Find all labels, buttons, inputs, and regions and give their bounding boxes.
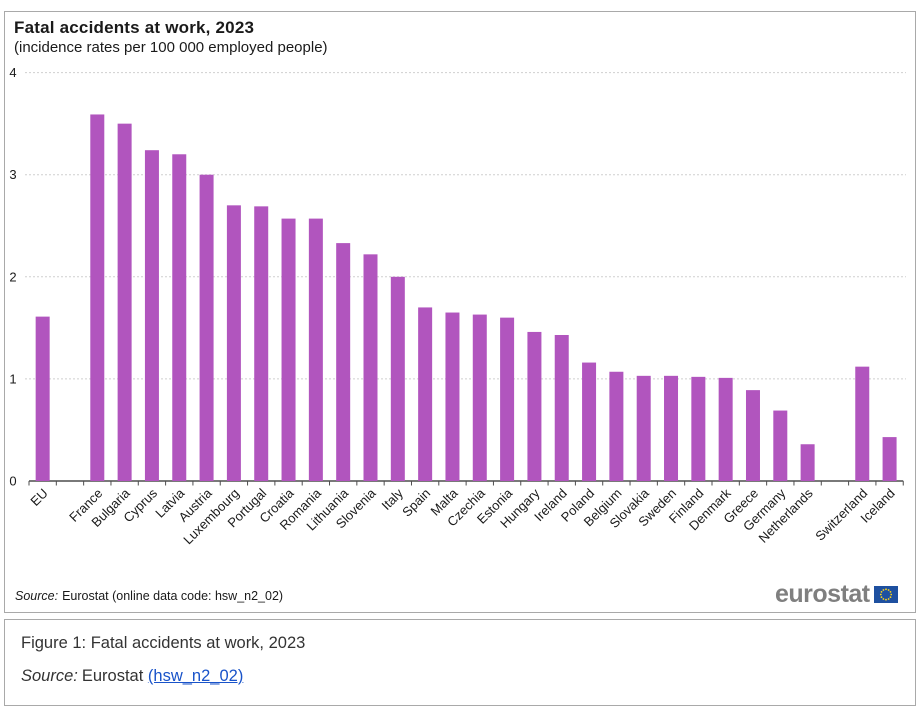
bar-Belgium: [609, 371, 624, 481]
y-axis-tick-label-1: 1: [9, 371, 16, 386]
chart-title: Fatal accidents at work, 2023: [14, 18, 255, 37]
bar-Portugal: [254, 206, 269, 481]
x-axis-label-Spain: Spain: [399, 486, 433, 520]
figure-caption: Figure 1: Fatal accidents at work, 2023: [21, 634, 306, 652]
x-axis-label-EU: EU: [27, 486, 50, 509]
bar-Luxembourg: [226, 205, 241, 481]
bar-Slovakia: [636, 375, 651, 481]
dataset-link[interactable]: (hsw_n2_02): [147, 667, 244, 685]
bar-Czechia: [472, 314, 487, 481]
chart-subtitle: (incidence rates per 100 000 employed pe…: [14, 39, 328, 56]
y-axis-tick-label-2: 2: [9, 269, 16, 284]
bar-Romania: [308, 218, 323, 481]
chart-figure-panel: Fatal accidents at work, 2023 (incidence…: [4, 11, 916, 613]
bar-Spain: [418, 307, 433, 481]
eu-flag-icon: [873, 586, 898, 603]
bar-Iceland: [882, 437, 897, 481]
bar-Estonia: [500, 317, 515, 481]
caption-source-line: Source: Eurostat (hsw_n2_02): [21, 667, 243, 686]
chart-source-note: Source: Eurostat (online data code: hsw_n…: [15, 589, 283, 603]
bar-Croatia: [281, 218, 296, 481]
bar-Bulgaria: [117, 123, 132, 482]
y-axis-tick-label-4: 4: [9, 65, 16, 80]
caption-panel: Figure 1: Fatal accidents at work, 2023 …: [4, 619, 916, 706]
y-axis-tick-label-0: 0: [9, 474, 16, 489]
bar-Sweden: [664, 375, 679, 481]
eurostat-logo-text: eurostat: [775, 580, 870, 608]
bar-Latvia: [172, 154, 187, 481]
bar-France: [90, 114, 105, 481]
bar-Switzerland: [855, 366, 870, 481]
eu-flag-stars: [879, 588, 892, 601]
source-prefix: Source:: [15, 589, 59, 603]
bar-Lithuania: [336, 243, 351, 481]
bar-Denmark: [718, 377, 733, 481]
y-axis-tick-label-3: 3: [9, 167, 16, 182]
eurostat-logo: eurostat: [775, 580, 898, 609]
bar-Austria: [199, 174, 214, 481]
bar-EU: [35, 316, 50, 481]
bar-Germany: [773, 410, 788, 481]
caption-source-prefix: Source:: [21, 667, 78, 685]
bar-Ireland: [554, 334, 569, 481]
caption-source-mid: Eurostat: [81, 667, 144, 685]
bar-Finland: [691, 376, 706, 481]
bar-Greece: [745, 390, 760, 481]
bar-Hungary: [527, 331, 542, 481]
source-text: Eurostat (online data code: hsw_n2_02): [62, 589, 284, 603]
bar-Italy: [390, 276, 405, 481]
bar-Cyprus: [144, 150, 159, 482]
bar-Malta: [445, 312, 460, 481]
bar-Poland: [582, 362, 597, 481]
bar-Slovenia: [363, 254, 378, 481]
bar-Netherlands: [800, 444, 815, 481]
